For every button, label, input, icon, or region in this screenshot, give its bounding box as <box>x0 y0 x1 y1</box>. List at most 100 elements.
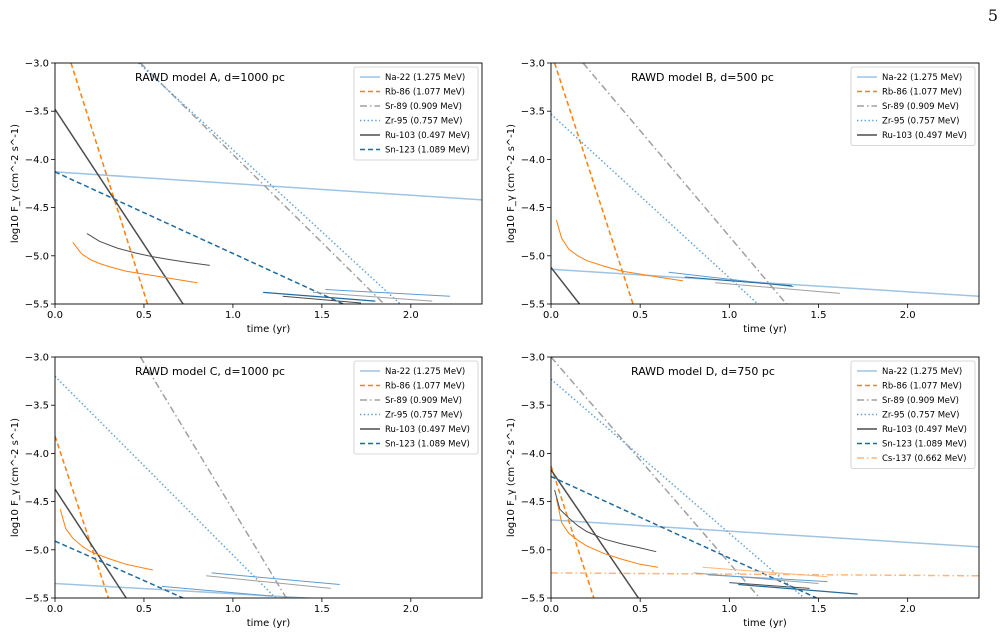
legend-label: Zr-95 (0.757 MeV) <box>882 411 959 421</box>
legend-box <box>850 66 976 146</box>
extra-curve-3 <box>702 566 828 578</box>
x-tick-label: 1.0 <box>721 604 737 615</box>
series-line-sr-89 <box>582 63 787 304</box>
series-line-sr-89 <box>139 63 385 304</box>
chart-panel-2: 0.0 0.5 1.0 1.5 2.0 −3.0 −3.5 −4.0 −4.5 −5.0 −5.5 t… <box>506 59 980 335</box>
series-line-na-22 <box>55 171 482 201</box>
extra-curve-6 <box>282 295 362 304</box>
y-tick-label: −4.5 <box>25 497 49 508</box>
y-tick-label: −5.5 <box>25 300 49 311</box>
x-tick-label: 0.0 <box>543 604 559 615</box>
axes-frame <box>54 62 483 305</box>
x-tick-label: 0.5 <box>632 604 648 615</box>
series-line-ru-103 <box>551 266 581 304</box>
x-tick-label: 1.0 <box>721 310 737 321</box>
legend-label: Sn-123 (1.089 MeV) <box>385 440 470 450</box>
y-tick-label: −4.0 <box>25 449 49 460</box>
x-tick-label: 0.0 <box>543 310 559 321</box>
y-tick-label: −3.5 <box>25 107 49 118</box>
extra-curve-3 <box>715 282 840 294</box>
x-tick-label: 0.0 <box>47 604 63 615</box>
legend-label: Na-22 (1.275 MeV) <box>385 367 465 377</box>
legend: Na-22 (1.275 MeV) Rb-86 (1.077 MeV) Sr-89 … <box>850 66 976 146</box>
legend-label: Sr-89 (0.909 MeV) <box>385 102 462 112</box>
series-line-ru-103 <box>551 469 640 598</box>
legend-label: Ru-103 (0.497 MeV) <box>882 131 967 141</box>
legend: Na-22 (1.275 MeV) Rb-86 (1.077 MeV) Sr-89 … <box>353 360 479 455</box>
legend-box <box>850 360 976 469</box>
series-line-rb-86 <box>553 63 634 304</box>
x-axis-label: time (yr) <box>743 324 787 335</box>
extra-curve-2 <box>86 233 210 266</box>
series-line-cs-137 <box>551 572 979 577</box>
y-tick-label: −5.5 <box>25 594 49 605</box>
legend-label: Rb-86 (1.077 MeV) <box>385 88 465 98</box>
extra-curve-7 <box>707 574 828 583</box>
series-line-sn-123 <box>55 171 344 304</box>
x-tick-label: 1.5 <box>314 310 330 321</box>
y-tick-label: −3.5 <box>521 401 545 412</box>
extra-curve-1 <box>59 509 154 571</box>
series-line-rb-86 <box>55 435 110 598</box>
y-axis-label: log10 F_γ (cm^-2 s^-1) <box>506 418 517 537</box>
legend-label: Na-22 (1.275 MeV) <box>882 367 962 377</box>
y-tick-label: −4.0 <box>25 155 49 166</box>
x-tick-label: 2.0 <box>403 310 419 321</box>
x-axis-label: time (yr) <box>247 324 291 335</box>
series-line-sr-89 <box>551 357 761 598</box>
y-axis-label: log10 F_γ (cm^-2 s^-1) <box>10 418 21 537</box>
x-axis-label: time (yr) <box>247 618 291 629</box>
y-tick-label: −5.0 <box>521 545 545 556</box>
series-line-sn-123 <box>55 540 184 598</box>
legend-label: Sr-89 (0.909 MeV) <box>385 396 462 406</box>
y-tick-label: −5.0 <box>25 545 49 556</box>
legend-label: Rb-86 (1.077 MeV) <box>882 88 962 98</box>
x-tick-label: 2.0 <box>900 604 916 615</box>
axes-frame <box>550 62 980 305</box>
x-tick-label: 1.5 <box>314 604 330 615</box>
y-tick-label: −3.0 <box>25 353 49 364</box>
x-tick-label: 2.0 <box>900 310 916 321</box>
legend-label: Sr-89 (0.909 MeV) <box>882 102 959 112</box>
extra-curve-4 <box>161 585 273 597</box>
x-tick-label: 0.5 <box>136 604 152 615</box>
x-tick-label: 1.5 <box>811 604 827 615</box>
series-group <box>55 63 482 304</box>
x-tick-label: 1.5 <box>811 310 827 321</box>
chart-title: RAWD model A, d=1000 pc <box>135 71 285 84</box>
y-tick-label: −3.0 <box>521 353 545 364</box>
legend-label: Zr-95 (0.757 MeV) <box>385 411 462 421</box>
series-group <box>55 357 340 598</box>
y-axis-label: log10 F_γ (cm^-2 s^-1) <box>506 124 517 243</box>
series-line-sn-123 <box>551 475 818 598</box>
y-axis-label: log10 F_γ (cm^-2 s^-1) <box>10 124 21 243</box>
legend-label: Ru-103 (0.497 MeV) <box>882 425 967 435</box>
extra-curve-4 <box>325 289 451 297</box>
extra-curve-6 <box>729 582 810 589</box>
legend-label: Ru-103 (0.497 MeV) <box>385 425 470 435</box>
legend-label: Rb-86 (1.077 MeV) <box>882 382 962 392</box>
extra-curve-1 <box>555 219 684 282</box>
x-tick-label: 0.5 <box>136 310 152 321</box>
series-line-na-22 <box>55 582 320 598</box>
axes-frame <box>550 356 980 599</box>
legend: Na-22 (1.275 MeV) Rb-86 (1.077 MeV) Sr-89 … <box>850 360 976 469</box>
legend-label: Na-22 (1.275 MeV) <box>882 73 962 83</box>
series-line-na-22 <box>551 519 979 548</box>
legend-label: Rb-86 (1.077 MeV) <box>385 382 465 392</box>
series-line-rb-86 <box>551 465 595 598</box>
series-line-zr-95 <box>551 378 805 598</box>
y-tick-label: −3.0 <box>521 59 545 70</box>
y-tick-label: −5.5 <box>521 300 545 311</box>
legend-label: Sn-123 (1.089 MeV) <box>882 440 967 450</box>
chart-panel-3: 0.0 0.5 1.0 1.5 2.0 −3.0 −3.5 −4.0 −4.5 −5.0 −5.5 t… <box>10 353 483 629</box>
legend-label: Ru-103 (0.497 MeV) <box>385 131 470 141</box>
y-tick-label: −3.5 <box>521 107 545 118</box>
series-group <box>551 357 979 598</box>
extra-curve-5 <box>738 583 858 595</box>
y-tick-label: −3.0 <box>25 59 49 70</box>
y-tick-label: −5.5 <box>521 594 545 605</box>
legend-label: Zr-95 (0.757 MeV) <box>385 117 462 127</box>
chart-panel-1: 0.0 0.5 1.0 1.5 2.0 −3.0 −3.5 −4.0 −4.5 −5.0 −5.5 t… <box>10 59 483 335</box>
